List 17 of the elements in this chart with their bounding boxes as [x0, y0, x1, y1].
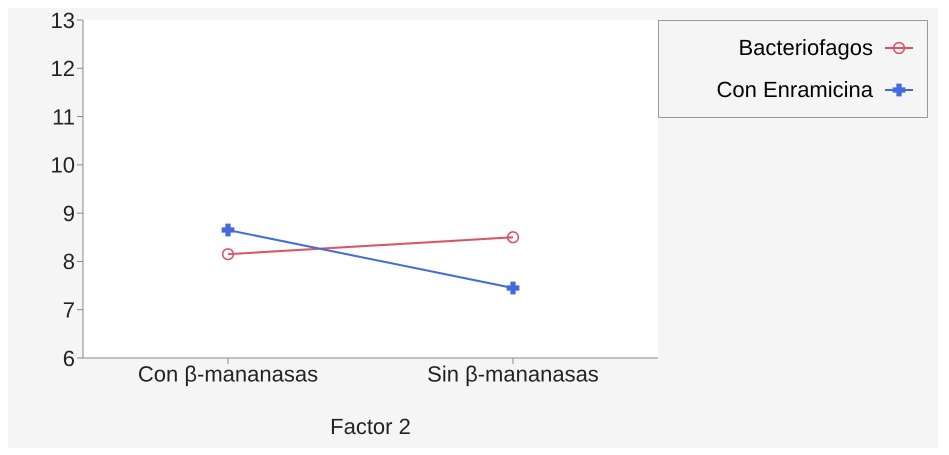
x-tick-label: Con β-mananasas: [138, 362, 318, 387]
y-tick-label: 13: [50, 8, 75, 33]
y-tick-label: 11: [52, 104, 75, 130]
point: [506, 282, 520, 294]
y-tick-label: 6: [62, 346, 75, 371]
point: [506, 231, 520, 244]
x-axis-title: Factor 2: [330, 414, 411, 439]
legend-label: Bacteriofagos: [738, 35, 873, 61]
point: [222, 224, 234, 236]
y-tick-label: 12: [50, 56, 75, 82]
y-tick-label: 8: [62, 249, 75, 274]
y-tick-label: 9: [62, 200, 75, 226]
point: [222, 248, 234, 260]
legend-label: Con Enramicina: [716, 77, 873, 103]
x-tick-label: Sin β-mananasas: [427, 362, 599, 387]
y-tick-label: 10: [50, 152, 75, 178]
y-tick-label: 7: [62, 298, 75, 323]
